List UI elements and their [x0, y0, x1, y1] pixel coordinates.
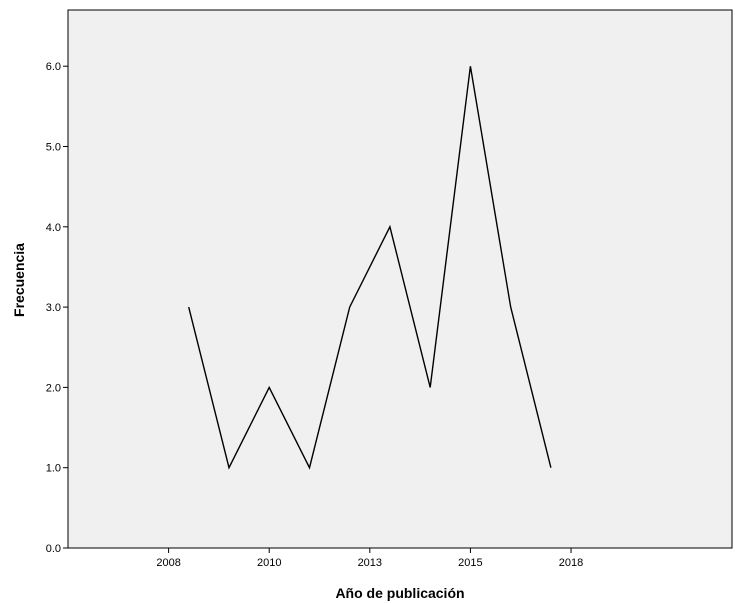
x-axis: 2008 2010 2013 2015 2018 [156, 548, 583, 569]
plot-area [67, 9, 733, 549]
y-tick-label: 0.0 [46, 543, 61, 555]
x-tick-label: 2015 [458, 557, 482, 569]
series-line [188, 66, 552, 470]
y-tick-label: 6.0 [46, 61, 61, 73]
series-layer [188, 66, 552, 470]
y-tick-label: 2.0 [46, 382, 61, 394]
x-tick-label: 2008 [156, 557, 180, 569]
y-tick-label: 5.0 [46, 142, 61, 154]
y-tick-label: 1.0 [46, 463, 61, 475]
x-tick-label: 2018 [559, 557, 583, 569]
x-tick-label: 2010 [257, 557, 281, 569]
y-tick-label: 3.0 [46, 302, 61, 314]
y-axis: 0.0 1.0 2.0 3.0 4.0 5.0 6.0 [46, 61, 68, 555]
y-tick-label: 4.0 [46, 222, 61, 234]
x-tick-label: 2013 [358, 557, 382, 569]
x-axis-title: Año de publicación [335, 585, 464, 601]
y-axis-title: Frecuencia [11, 243, 27, 317]
